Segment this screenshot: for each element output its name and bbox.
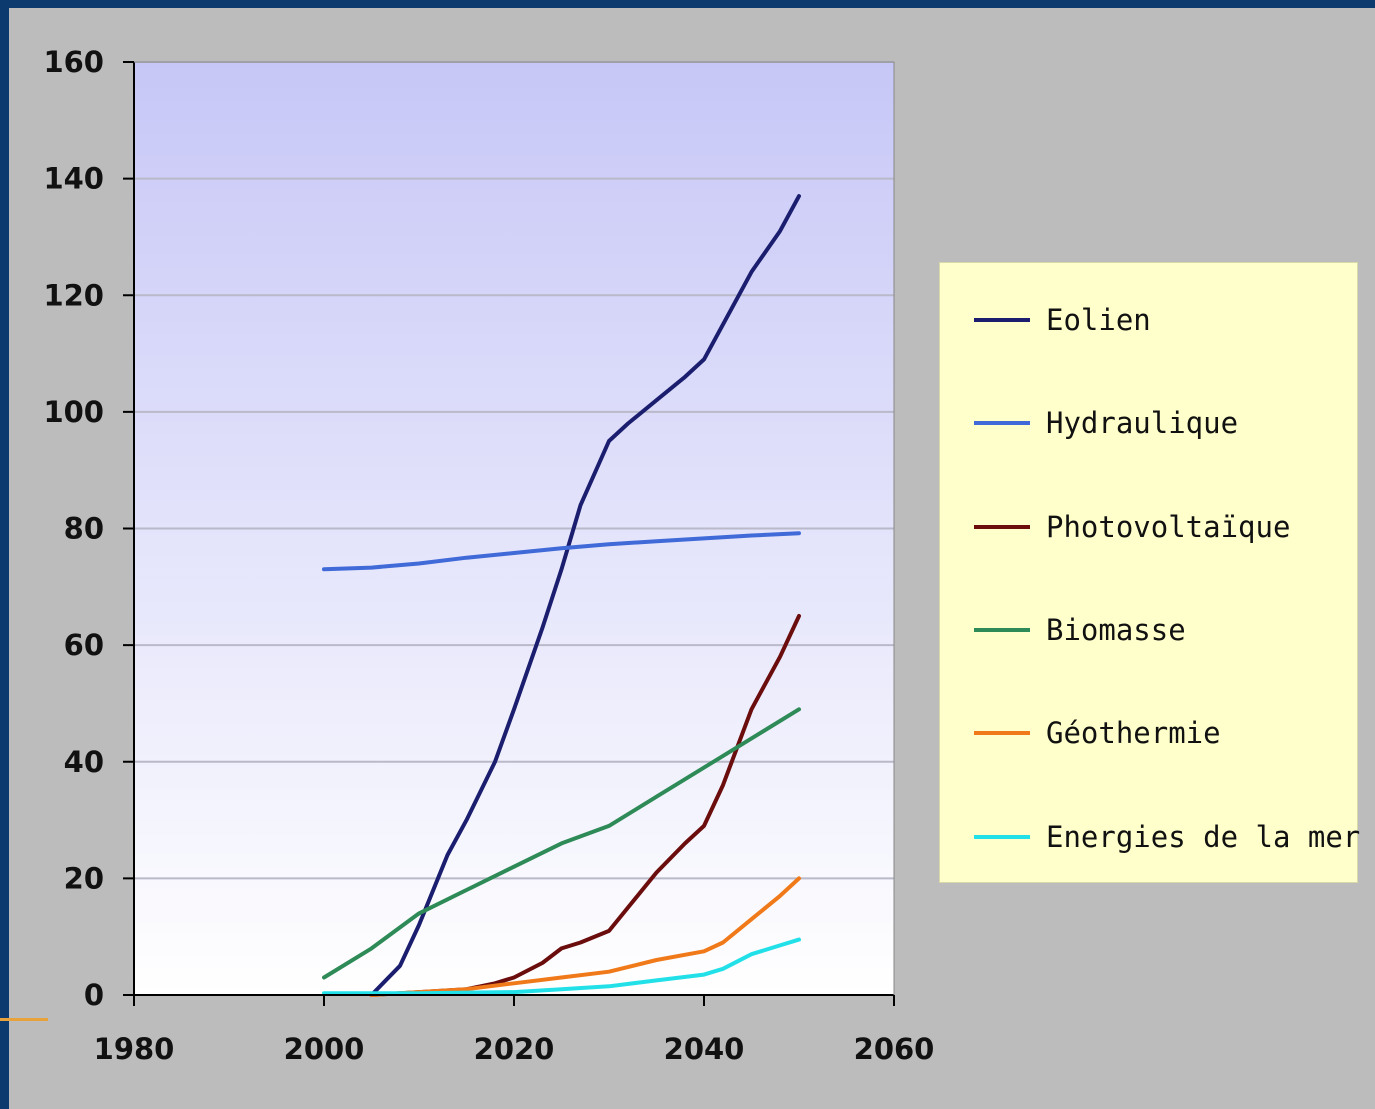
- x-tick-label-2000: 2000: [284, 1032, 365, 1066]
- legend-swatch-biomasse: [974, 628, 1030, 632]
- series-line-geothermie: [369, 876, 801, 997]
- slide-frame-top: [0, 0, 1375, 8]
- legend-item-eolien: Eolien: [974, 300, 1151, 340]
- y-tick-label-160: 160: [43, 45, 104, 79]
- legend-swatch-photovoltaique: [974, 525, 1030, 529]
- series-line-biomasse: [322, 707, 801, 980]
- y-tick-label-60: 60: [64, 628, 104, 662]
- y-tick-label-140: 140: [43, 162, 104, 196]
- x-tick-label-2040: 2040: [664, 1032, 745, 1066]
- legend-swatch-geothermie: [974, 731, 1030, 735]
- y-tick-label-120: 120: [43, 278, 104, 312]
- legend-label-hydraulique: Hydraulique: [1046, 406, 1239, 440]
- y-tick-label-40: 40: [64, 745, 104, 779]
- series-lines: [322, 194, 801, 997]
- y-tick-label-0: 0: [84, 978, 104, 1012]
- y-tick-label-100: 100: [43, 395, 104, 429]
- slide-accent-line: [0, 1018, 48, 1021]
- legend-item-energies-de-la-mer: Energies de la mer: [974, 817, 1360, 857]
- x-tick-label-1980: 1980: [94, 1032, 175, 1066]
- legend-label-geothermie: Géothermie: [1046, 716, 1221, 750]
- legend-item-biomasse: Biomasse: [974, 610, 1186, 650]
- slide-frame-left: [0, 0, 9, 1109]
- x-tick-label-2020: 2020: [474, 1032, 555, 1066]
- legend: Eolien Hydraulique Photovoltaïque Biomas…: [939, 262, 1360, 883]
- legend-label-energies-de-la-mer: Energies de la mer: [1046, 820, 1361, 854]
- legend-label-biomasse: Biomasse: [1046, 613, 1186, 647]
- legend-label-eolien: Eolien: [1046, 303, 1151, 337]
- series-line-energies-de-la-mer: [322, 937, 801, 996]
- legend-swatch-hydraulique: [974, 421, 1030, 425]
- series-line-hydraulique: [322, 531, 801, 572]
- series-line-eolien: [369, 194, 801, 997]
- y-tick-label-20: 20: [64, 861, 104, 895]
- legend-item-hydraulique: Hydraulique: [974, 403, 1238, 443]
- legend-swatch-eolien: [974, 318, 1030, 322]
- legend-label-photovoltaique: Photovoltaïque: [1046, 510, 1291, 544]
- x-tick-label-2060: 2060: [854, 1032, 935, 1066]
- legend-swatch-energies-de-la-mer: [974, 835, 1030, 839]
- y-tick-label-80: 80: [64, 512, 104, 546]
- legend-item-photovoltaique: Photovoltaïque: [974, 507, 1290, 547]
- legend-item-geothermie: Géothermie: [974, 713, 1221, 753]
